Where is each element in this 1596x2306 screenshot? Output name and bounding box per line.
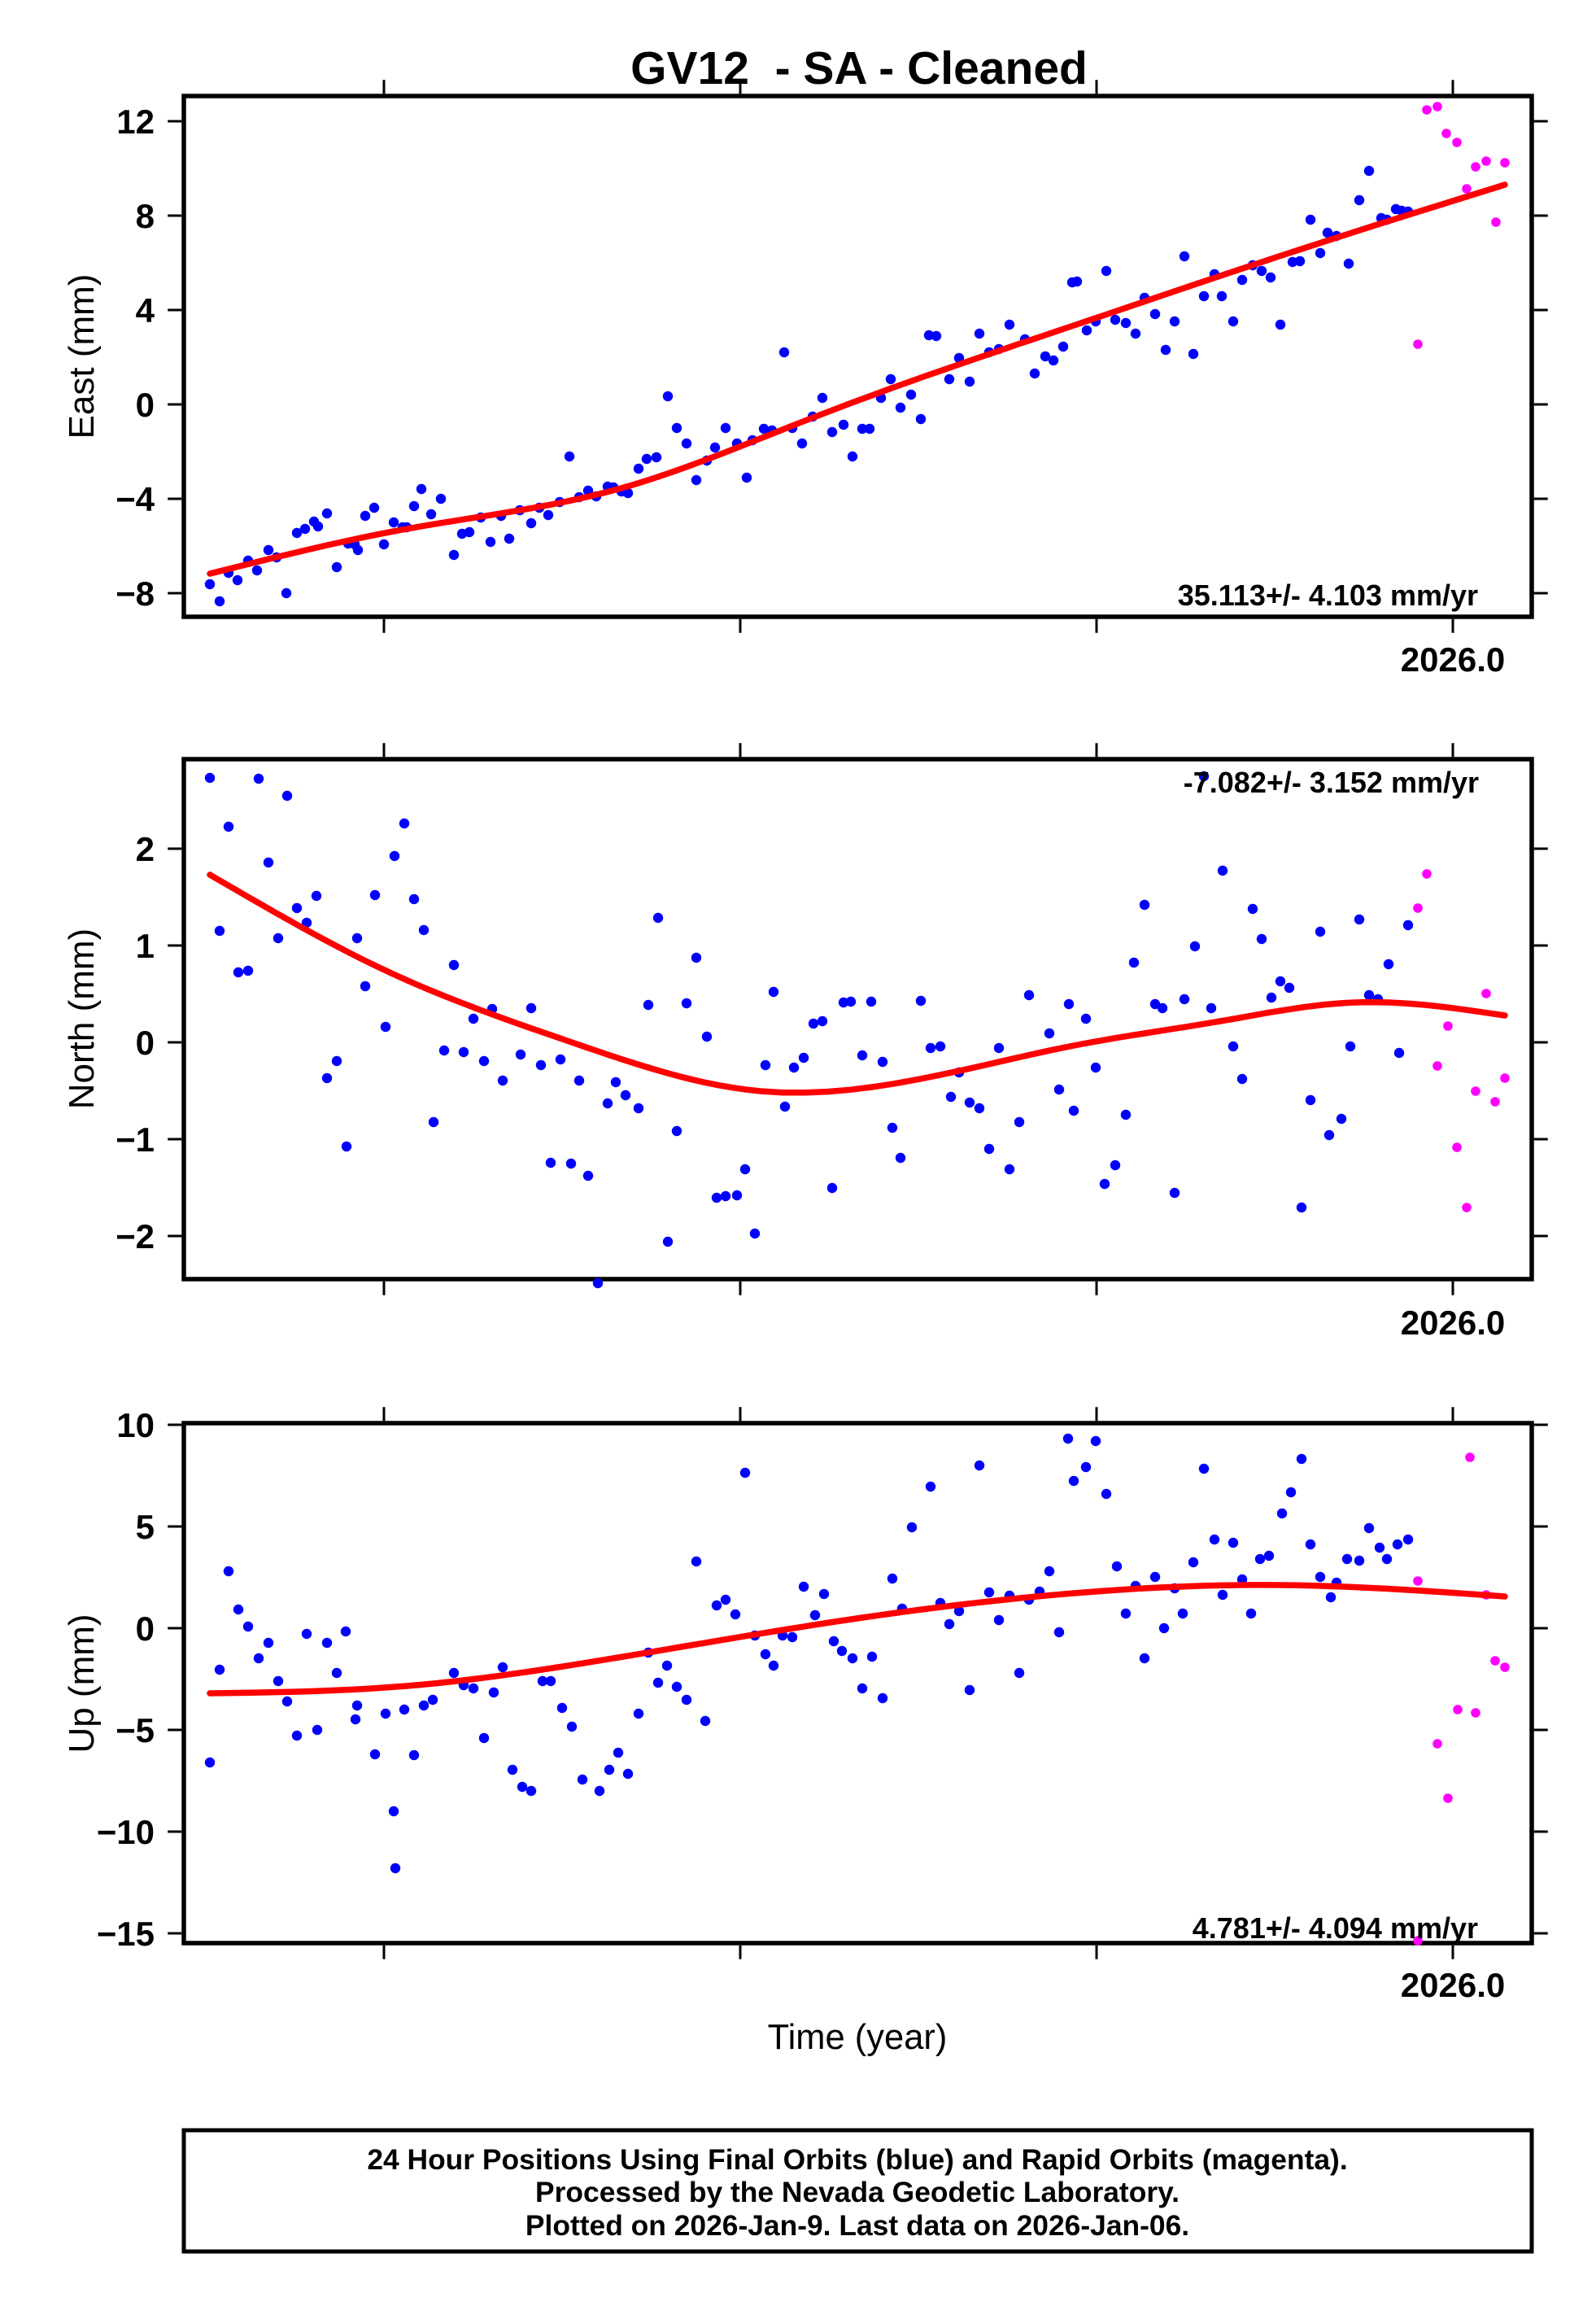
svg-text:24 Hour Positions Using Final: 24 Hour Positions Using Final Orbits (bl…	[367, 2143, 1347, 2176]
svg-text:Time (year): Time (year)	[768, 2018, 948, 2057]
svg-text:1: 1	[136, 927, 155, 965]
svg-text:GV12 - SA - Cleaned: GV12 - SA - Cleaned	[630, 42, 1088, 94]
svg-text:−5: −5	[116, 1711, 155, 1749]
svg-text:−15: −15	[97, 1915, 155, 1953]
svg-text:2026.0: 2026.0	[1401, 1966, 1505, 2004]
svg-text:Plotted on 2026-Jan-9. Last da: Plotted on 2026-Jan-9. Last data on 2026…	[525, 2209, 1189, 2242]
svg-text:10: 10	[116, 1406, 155, 1444]
svg-text:−10: −10	[97, 1813, 155, 1851]
svg-text:2026.0: 2026.0	[1401, 640, 1505, 679]
svg-text:12: 12	[116, 103, 155, 141]
svg-text:2: 2	[136, 830, 155, 868]
svg-text:−2: −2	[116, 1217, 155, 1256]
svg-text:35.113+/- 4.103 mm/yr: 35.113+/- 4.103 mm/yr	[1178, 579, 1478, 612]
svg-text:−8: −8	[116, 574, 155, 613]
svg-text:2026.0: 2026.0	[1401, 1304, 1505, 1342]
svg-text:Processed by the Nevada Geodet: Processed by the Nevada Geodetic Laborat…	[535, 2176, 1180, 2208]
svg-text:Up (mm): Up (mm)	[62, 1614, 102, 1753]
svg-text:North (mm): North (mm)	[62, 928, 102, 1109]
svg-text:East (mm): East (mm)	[62, 274, 102, 439]
svg-text:8: 8	[136, 197, 155, 235]
svg-text:0: 0	[136, 1024, 155, 1062]
svg-text:-7.082+/- 3.152 mm/yr: -7.082+/- 3.152 mm/yr	[1184, 766, 1479, 799]
svg-text:0: 0	[136, 386, 155, 424]
svg-text:0: 0	[136, 1609, 155, 1648]
svg-text:4.781+/- 4.094 mm/yr: 4.781+/- 4.094 mm/yr	[1193, 1911, 1478, 1945]
svg-text:4: 4	[136, 291, 155, 330]
svg-text:5: 5	[136, 1508, 155, 1546]
svg-text:−4: −4	[116, 480, 155, 518]
svg-text:−1: −1	[116, 1120, 155, 1159]
